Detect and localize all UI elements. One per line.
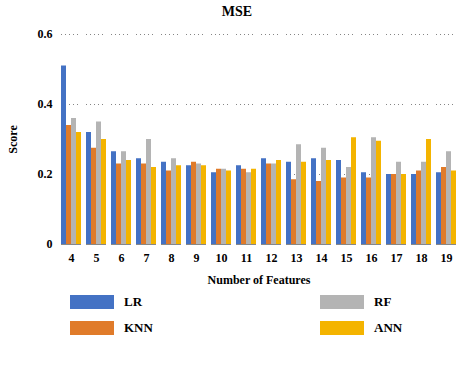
svg-text:4: 4: [69, 251, 75, 265]
svg-text:7: 7: [144, 251, 150, 265]
svg-text:14: 14: [316, 251, 328, 265]
svg-text:Number of Features: Number of Features: [208, 273, 311, 287]
svg-text:18: 18: [416, 251, 428, 265]
svg-text:Score: Score: [6, 125, 20, 154]
svg-text:0.6: 0.6: [38, 27, 53, 41]
svg-text:5: 5: [94, 251, 100, 265]
svg-text:19: 19: [441, 251, 453, 265]
html-text:RF: RF: [374, 294, 392, 309]
svg-text:0: 0: [47, 237, 53, 251]
svg-text:8: 8: [169, 251, 175, 265]
html-text:KNN: KNN: [124, 320, 153, 335]
svg-text:13: 13: [291, 251, 303, 265]
svg-text:6: 6: [119, 251, 125, 265]
svg-text:16: 16: [366, 251, 378, 265]
svg-text:11: 11: [241, 251, 252, 265]
svg-text:9: 9: [194, 251, 200, 265]
svg-text:12: 12: [266, 251, 278, 265]
html-text:LR: LR: [124, 294, 143, 309]
html-text:MSE: MSE: [221, 4, 253, 19]
svg-text:10: 10: [216, 251, 228, 265]
svg-text:15: 15: [341, 251, 353, 265]
svg-text:0.2: 0.2: [38, 167, 53, 181]
svg-text:0.4: 0.4: [38, 97, 53, 111]
html-text:ANN: ANN: [374, 320, 403, 335]
svg-text:17: 17: [391, 251, 403, 265]
